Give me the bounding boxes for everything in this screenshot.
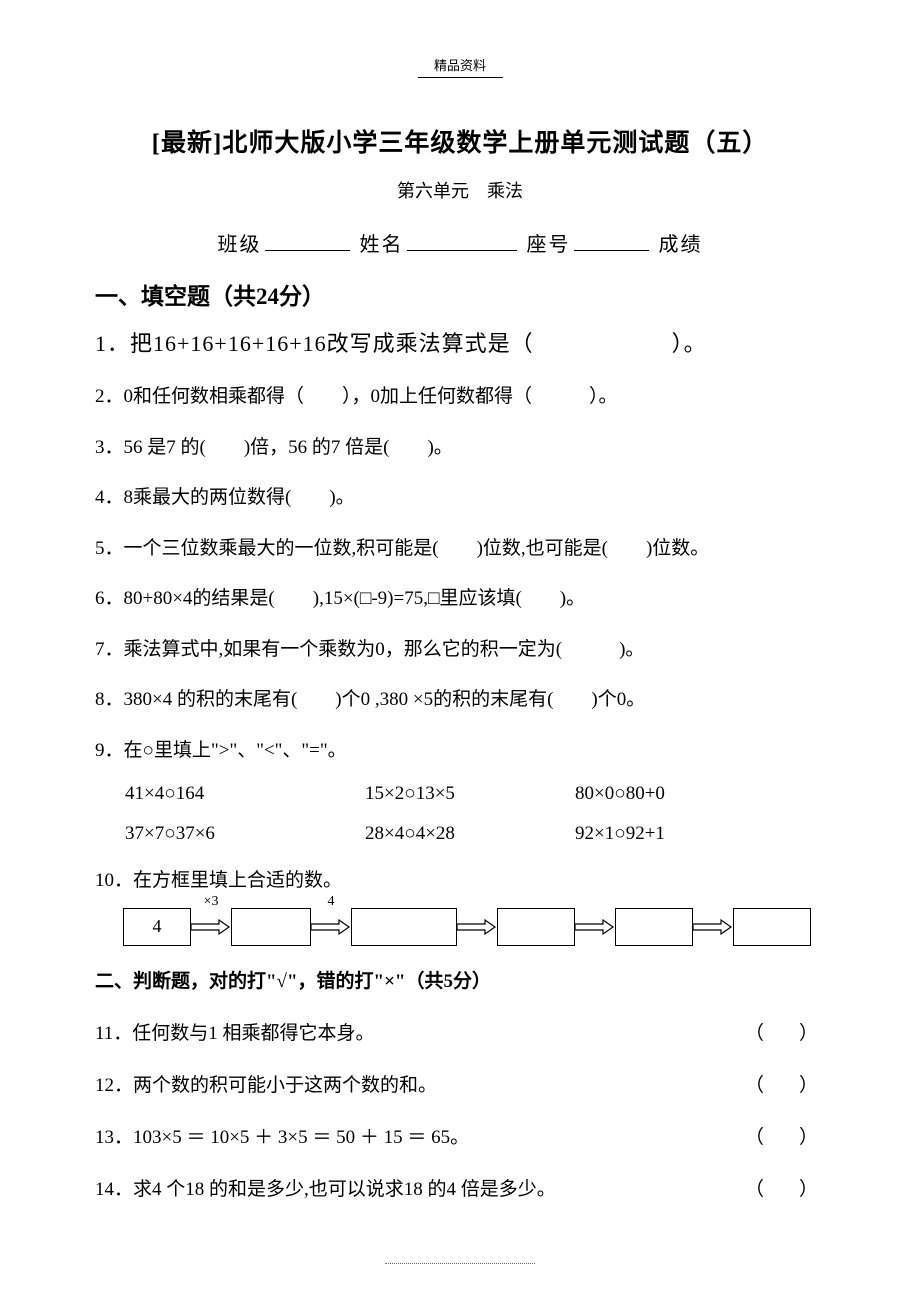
comp-1-2: 15×2○13×5 xyxy=(365,783,575,805)
header-label: 精品资料 xyxy=(418,55,503,78)
q13-bracket: （ ） xyxy=(745,1122,825,1149)
flow-arrow: 4 xyxy=(311,908,351,946)
q11-bracket: （ ） xyxy=(745,1018,825,1045)
q14-bracket: （ ） xyxy=(745,1174,825,1201)
question-13: 13．103×5 ＝ 10×5 ＋ 3×5 ＝ 50 ＋ 15 ＝ 65。 （ … xyxy=(95,1122,825,1149)
comparison-row-1: 41×4○164 15×2○13×5 80×0○80+0 xyxy=(95,783,825,805)
name-blank xyxy=(407,250,517,251)
score-label: 成绩 xyxy=(659,234,703,256)
flow-box xyxy=(351,908,457,946)
section-2-heading: 二、判断题，对的打"√"，错的打"×"（共5分） xyxy=(95,966,825,993)
seat-blank xyxy=(574,250,649,251)
document-subtitle: 第六单元 乘法 xyxy=(95,177,825,203)
question-11: 11．任何数与1 相乘都得它本身。 （ ） xyxy=(95,1018,825,1045)
student-info-line: 班级 姓名 座号 成绩 xyxy=(95,228,825,257)
flow-arrow xyxy=(575,908,615,946)
question-3: 3．56 是7 的( )倍，56 的7 倍是( )。 xyxy=(95,434,825,463)
flow-box: 4 xyxy=(123,908,191,946)
flow-arrow: ×3 xyxy=(191,908,231,946)
seat-label: 座号 xyxy=(527,234,571,256)
document-title: [最新]北师大版小学三年级数学上册单元测试题（五） xyxy=(95,123,825,159)
q12-text: 12．两个数的积可能小于这两个数的和。 xyxy=(95,1070,745,1097)
flow-box xyxy=(497,908,575,946)
comp-2-3: 92×1○92+1 xyxy=(575,823,825,845)
flowchart: 4×34 xyxy=(95,908,825,946)
comp-2-2: 28×4○4×28 xyxy=(365,823,575,845)
flow-arrow-label: 4 xyxy=(328,894,335,910)
question-5: 5．一个三位数乘最大的一位数,积可能是( )位数,也可能是( )位数。 xyxy=(95,535,825,564)
question-6: 6．80+80×4的结果是( ),15×(□-9)=75,□里应该填( )。 xyxy=(95,585,825,614)
flow-arrow xyxy=(693,908,733,946)
comp-1-1: 41×4○164 xyxy=(125,783,365,805)
flow-arrow-label: ×3 xyxy=(204,894,219,910)
comparison-row-2: 37×7○37×6 28×4○4×28 92×1○92+1 xyxy=(95,823,825,845)
class-label: 班级 xyxy=(218,234,262,256)
q11-text: 11．任何数与1 相乘都得它本身。 xyxy=(95,1018,745,1045)
question-8: 8．380×4 的积的末尾有( )个0 ,380 ×5的积的末尾有( )个0。 xyxy=(95,686,825,715)
flow-box xyxy=(733,908,811,946)
question-2: 2．0和任何数相乘都得（ ），0加上任何数都得（ ）。 xyxy=(95,383,825,412)
q12-bracket: （ ） xyxy=(745,1070,825,1097)
question-1: 1．把16+16+16+16+16改写成乘法算式是（ ）。 xyxy=(95,326,825,361)
question-7: 7．乘法算式中,如果有一个乘数为0，那么它的积一定为( )。 xyxy=(95,636,825,665)
flow-arrow xyxy=(457,908,497,946)
footer-separator xyxy=(385,1263,535,1264)
q13-text: 13．103×5 ＝ 10×5 ＋ 3×5 ＝ 50 ＋ 15 ＝ 65。 xyxy=(95,1122,745,1149)
section-1-heading: 一、填空题（共24分） xyxy=(95,277,825,311)
question-12: 12．两个数的积可能小于这两个数的和。 （ ） xyxy=(95,1070,825,1097)
comp-1-3: 80×0○80+0 xyxy=(575,783,825,805)
question-4: 4．8乘最大的两位数得( )。 xyxy=(95,484,825,513)
class-blank xyxy=(265,250,350,251)
question-9-intro: 9．在○里填上">"、"<"、"="。 xyxy=(95,737,825,766)
comp-2-1: 37×7○37×6 xyxy=(125,823,365,845)
flow-box xyxy=(231,908,311,946)
question-10-intro: 10．在方框里填上合适的数。 xyxy=(95,867,825,896)
name-label: 姓名 xyxy=(360,234,404,256)
question-14: 14．求4 个18 的和是多少,也可以说求18 的4 倍是多少。 （ ） xyxy=(95,1174,825,1201)
flow-box xyxy=(615,908,693,946)
q14-text: 14．求4 个18 的和是多少,也可以说求18 的4 倍是多少。 xyxy=(95,1174,745,1201)
